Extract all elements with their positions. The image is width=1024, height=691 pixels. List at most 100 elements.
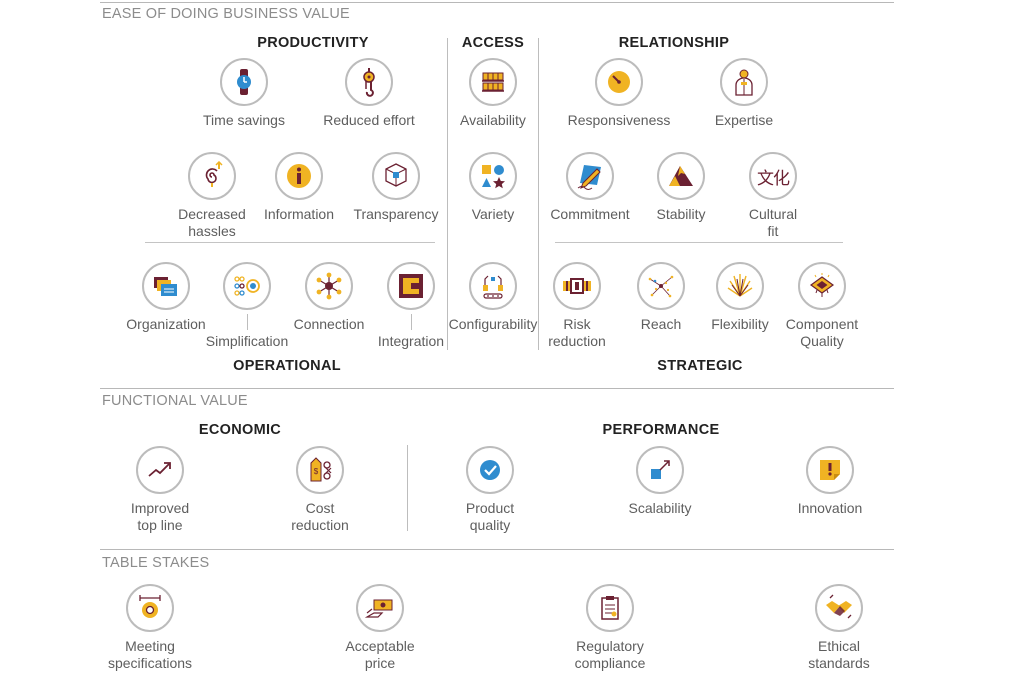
scale-up-icon	[636, 446, 684, 494]
label-ethical-standards: Ethical standards	[808, 638, 870, 671]
element-connection: Connection	[264, 262, 394, 333]
label-expertise: Expertise	[714, 112, 774, 128]
tick-simplification	[247, 314, 248, 330]
folders-icon	[142, 262, 190, 310]
element-configurability: Configurability	[428, 262, 558, 333]
expert-person-icon	[720, 58, 768, 106]
functional-rule	[100, 388, 894, 389]
signing-pen-icon	[566, 152, 614, 200]
culture-glyph-icon: 文化	[749, 152, 797, 200]
element-information: Information	[234, 152, 364, 223]
label-component-quality: Component Quality	[785, 316, 859, 349]
label-reduced-effort: Reduced effort	[323, 112, 415, 128]
element-ethical-standards: Ethical standards	[774, 584, 904, 672]
group-performance: PERFORMANCE	[602, 422, 720, 438]
watch-icon	[220, 58, 268, 106]
section-table-stakes: TABLE STAKES	[102, 555, 210, 571]
label-organization: Organization	[126, 316, 206, 332]
divider-productivity-operational	[145, 242, 435, 243]
element-commitment: Commitment	[525, 152, 655, 223]
element-stability: Stability	[616, 152, 746, 223]
check-badge-icon	[466, 446, 514, 494]
money-hand-icon	[356, 584, 404, 632]
label-improved-top-line: Improved top line	[130, 500, 190, 533]
element-availability: Availability	[428, 58, 558, 129]
group-access: ACCESS	[461, 35, 525, 51]
label-cost-reduction: Cost reduction	[291, 500, 349, 533]
label-commitment: Commitment	[550, 206, 630, 222]
group-operational: OPERATIONAL	[233, 358, 341, 374]
label-flexibility: Flexibility	[711, 316, 769, 332]
element-transparency: Transparency	[331, 152, 461, 223]
label-reach: Reach	[640, 316, 682, 332]
dots-funnel-icon	[223, 262, 271, 310]
label-time-savings: Time savings	[203, 112, 285, 128]
element-product-quality: Product quality	[425, 446, 555, 534]
sticky-note-idea-icon	[806, 446, 854, 494]
label-meeting-specifications: Meeting specifications	[107, 638, 193, 671]
group-relationship: RELATIONSHIP	[618, 35, 730, 51]
label-product-quality: Product quality	[465, 500, 515, 533]
tick-integration	[411, 314, 412, 330]
element-organization: Organization	[101, 262, 231, 333]
label-simplification: Simplification	[205, 333, 289, 349]
element-reach: Reach	[596, 262, 726, 333]
culture-glyph: 文化	[757, 168, 790, 189]
element-risk-reduction: Risk reduction	[512, 262, 642, 350]
label-cultural-fit: Cultural fit	[748, 206, 798, 239]
timer-icon	[595, 58, 643, 106]
handshake-icon	[815, 584, 863, 632]
label-regulatory-compliance: Regulatory compliance	[574, 638, 646, 671]
trend-up-icon	[136, 446, 184, 494]
element-responsiveness: Responsiveness	[554, 58, 684, 129]
group-economic: ECONOMIC	[198, 422, 282, 438]
element-scalability: Scalability	[595, 446, 725, 517]
element-meeting-specifications: Meeting specifications	[85, 584, 215, 672]
robot-arms-icon	[469, 262, 517, 310]
element-integration: Integration	[346, 262, 476, 350]
divider-economic-performance	[407, 445, 408, 531]
belt-buckle-icon	[553, 262, 601, 310]
puzzle-c-icon	[387, 262, 435, 310]
svg-text:$: $	[314, 467, 319, 476]
shapes-icon	[469, 152, 517, 200]
element-expertise: Expertise	[679, 58, 809, 129]
element-reduced-effort: Reduced effort	[304, 58, 434, 129]
label-connection: Connection	[293, 316, 365, 332]
label-innovation: Innovation	[797, 500, 863, 516]
element-acceptable-price: Acceptable price	[315, 584, 445, 672]
element-component-quality: Component Quality	[757, 262, 887, 350]
clipboard-icon	[586, 584, 634, 632]
element-simplification: Simplification	[182, 262, 312, 350]
label-stability: Stability	[656, 206, 706, 222]
label-scalability: Scalability	[628, 500, 692, 516]
pulley-icon	[345, 58, 393, 106]
section-ease-of-doing-business: EASE OF DOING BUSINESS VALUE	[102, 6, 350, 22]
label-decreased-hassles: Decreased hassles	[178, 206, 246, 239]
label-integration: Integration	[377, 333, 445, 349]
element-regulatory-compliance: Regulatory compliance	[545, 584, 675, 672]
label-configurability: Configurability	[448, 316, 538, 332]
label-acceptable-price: Acceptable price	[345, 638, 415, 671]
divider-access-relationship	[538, 38, 539, 350]
network-icon	[305, 262, 353, 310]
element-improved-top-line: Improved top line	[95, 446, 225, 534]
chip-icon	[798, 262, 846, 310]
element-flexibility: Flexibility	[675, 262, 805, 333]
price-tag-scissors-icon: $	[296, 446, 344, 494]
info-icon	[275, 152, 323, 200]
element-decreased-hassles: Decreased hassles	[147, 152, 277, 240]
label-transparency: Transparency	[353, 206, 439, 222]
divider-relationship-strategic	[555, 242, 843, 243]
scattered-dots-icon	[637, 262, 685, 310]
top-rule	[100, 2, 894, 3]
transparent-cube-icon	[372, 152, 420, 200]
element-cultural-fit: 文化 Cultural fit	[708, 152, 838, 240]
element-time-savings: Time savings	[179, 58, 309, 129]
element-innovation: Innovation	[765, 446, 895, 517]
fan-rays-icon	[716, 262, 764, 310]
shelves-icon	[469, 58, 517, 106]
label-information: Information	[263, 206, 335, 222]
divider-productivity-access	[447, 38, 448, 350]
label-risk-reduction: Risk reduction	[548, 316, 606, 349]
